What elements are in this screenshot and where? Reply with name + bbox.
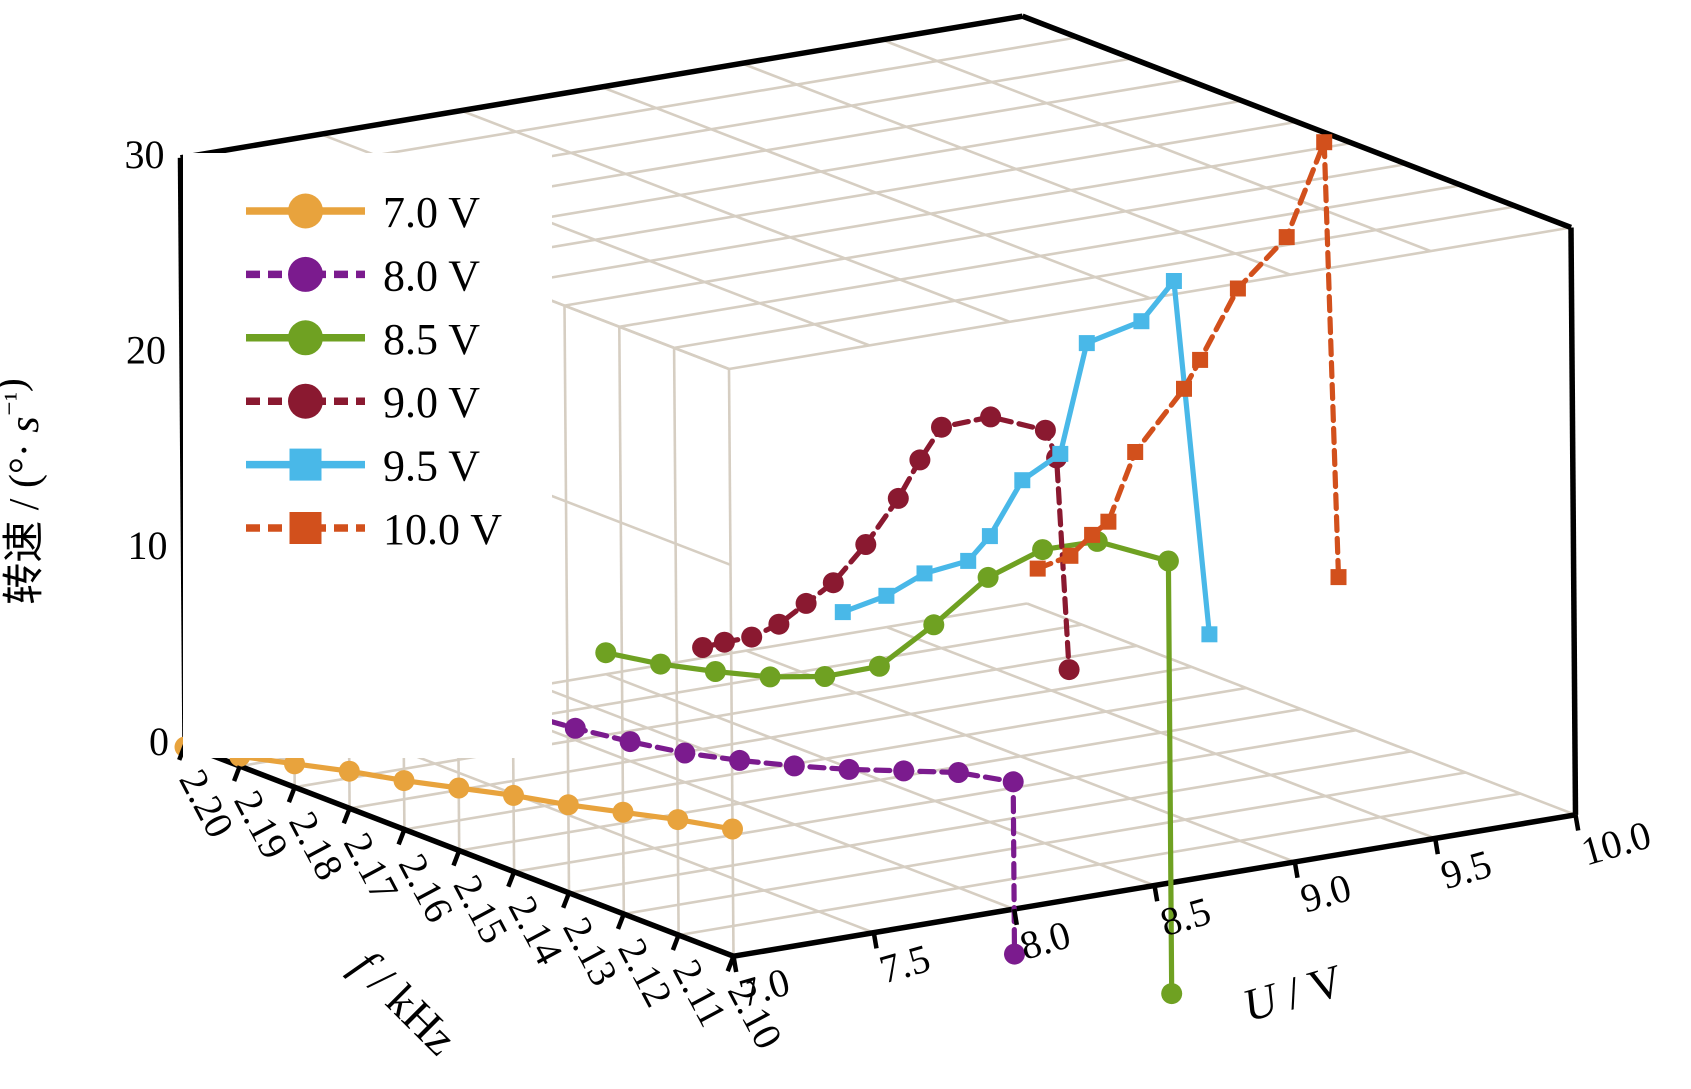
svg-text:0: 0 xyxy=(149,719,169,764)
svg-text:30: 30 xyxy=(125,132,165,177)
svg-text:9.0 V: 9.0 V xyxy=(383,378,480,427)
svg-text:7.0 V: 7.0 V xyxy=(383,188,480,237)
svg-text:10.0 V: 10.0 V xyxy=(383,505,502,554)
svg-text:9.5 V: 9.5 V xyxy=(383,442,480,491)
svg-text:8.0 V: 8.0 V xyxy=(383,251,480,300)
svg-text:8.5 V: 8.5 V xyxy=(383,315,480,364)
svg-text:10: 10 xyxy=(128,523,168,568)
svg-text:20: 20 xyxy=(126,328,166,373)
